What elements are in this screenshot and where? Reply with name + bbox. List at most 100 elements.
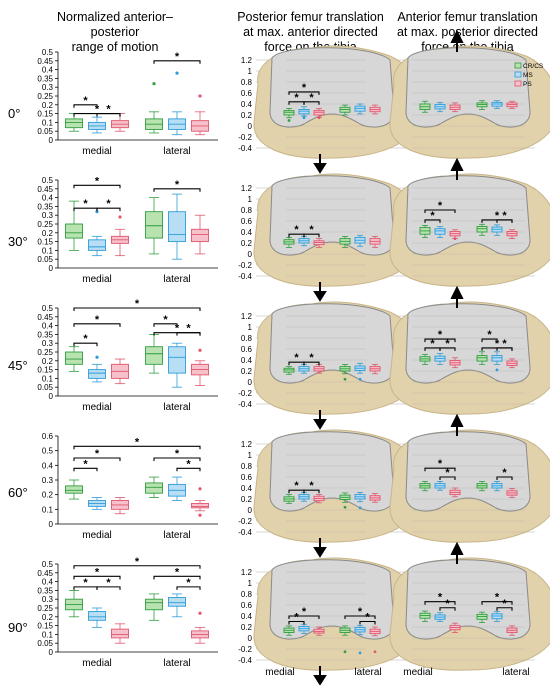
significance-bracket <box>153 332 201 336</box>
box-ps <box>111 358 129 385</box>
box-ms <box>434 612 446 622</box>
y-tick-label: 0.45 <box>37 569 53 578</box>
y-tick-label: 0 <box>49 264 54 273</box>
box-ps <box>369 493 381 503</box>
y-tick-label: 0 <box>49 136 54 145</box>
significance-star: * <box>106 104 111 116</box>
box <box>476 355 488 362</box>
box-cr/cs <box>419 224 431 238</box>
significance-star: * <box>83 95 88 107</box>
y-tick-label: 1.2 <box>241 56 253 65</box>
y-tick-label: 0.2 <box>42 491 54 500</box>
significance-bracket <box>153 188 201 192</box>
y-tick-label: 0.4 <box>42 322 54 331</box>
y-tick-label: 0.2 <box>241 367 253 376</box>
y-tick-label: 0.2 <box>42 357 54 366</box>
y-tick-label: 0 <box>248 506 253 515</box>
significance-star: * <box>487 329 492 341</box>
significance-bracket <box>344 615 376 619</box>
bottom-label-medial: medial <box>265 667 294 678</box>
box-ms <box>354 624 366 636</box>
legend-label: MS <box>523 72 533 79</box>
significance-bracket <box>96 586 121 590</box>
significance-star: * <box>135 556 140 568</box>
group-label-medial: medial <box>82 658 111 669</box>
group-label-lateral: lateral <box>163 146 190 157</box>
box-ps <box>191 626 209 644</box>
box-ms <box>88 116 106 134</box>
significance-star: * <box>106 198 111 210</box>
y-tick-label: 0.8 <box>241 462 253 471</box>
box-cr/cs <box>65 590 83 618</box>
outlier-point <box>302 116 306 120</box>
group-label-medial: medial <box>82 146 111 157</box>
force-arrow-down <box>313 538 327 558</box>
box-cr/cs <box>419 354 431 365</box>
significance-star: * <box>502 467 507 479</box>
y-tick-label: 0 <box>248 634 253 643</box>
y-tick-label: 1.2 <box>241 184 253 193</box>
box-ms <box>434 101 446 113</box>
outlier-point <box>198 513 202 517</box>
box-ps <box>449 102 461 113</box>
box-cr/cs <box>283 366 295 375</box>
box-ps <box>369 235 381 248</box>
box-cr/cs <box>65 200 83 251</box>
significance-star: * <box>502 210 507 222</box>
significance-star: * <box>495 210 500 222</box>
significance-bracket <box>153 457 201 461</box>
significance-star: * <box>438 329 443 341</box>
significance-star: * <box>309 480 314 492</box>
box-cr/cs <box>145 476 163 499</box>
significance-bracket <box>73 565 201 569</box>
significance-star: * <box>83 577 88 589</box>
box-cr/cs <box>476 100 488 110</box>
y-tick-label: 0.1 <box>42 630 54 639</box>
femur-condyles <box>269 431 395 512</box>
significance-bracket <box>176 586 201 590</box>
box-ps <box>506 488 518 498</box>
y-tick-label: 0.4 <box>241 228 253 237</box>
force-arrow-up <box>450 157 464 180</box>
significance-star: * <box>309 92 314 104</box>
y-tick-label: 0.35 <box>37 586 53 595</box>
legend-label: PS <box>523 81 532 88</box>
box-ms <box>491 480 503 492</box>
angle-label: 0° <box>8 106 21 121</box>
outlier-point <box>343 505 347 509</box>
box-ms <box>298 491 310 502</box>
y-tick-label: -0.2 <box>238 517 252 526</box>
significance-bracket <box>288 615 320 619</box>
y-tick-label: 0.45 <box>37 185 53 194</box>
y-tick-label: 0.2 <box>42 613 54 622</box>
y-tick-label: -0.2 <box>238 261 252 270</box>
y-tick-label: -0.4 <box>238 528 252 537</box>
significance-star: * <box>502 338 507 350</box>
box-cr/cs <box>283 237 295 248</box>
box-ps <box>191 214 209 255</box>
legend-swatch-ps <box>514 80 522 87</box>
significance-bracket <box>288 91 320 95</box>
significance-bracket <box>73 184 121 189</box>
femur-condyles <box>405 303 531 384</box>
box <box>88 369 106 379</box>
y-tick-label: 0.8 <box>241 334 253 343</box>
y-tick-label: 1.2 <box>241 312 253 321</box>
y-tick-label: 0.15 <box>37 366 53 375</box>
box <box>65 223 83 239</box>
y-tick-label: 0.1 <box>42 505 54 514</box>
significance-star: * <box>95 104 100 116</box>
box-cr/cs <box>283 108 295 119</box>
box-ms <box>354 234 366 247</box>
box-cr/cs <box>339 363 351 375</box>
y-tick-label: 0.25 <box>37 220 53 229</box>
box-cr/cs <box>339 492 351 503</box>
significance-star: * <box>175 323 180 335</box>
y-tick-label: 0.3 <box>42 476 54 485</box>
box-ps <box>449 357 461 369</box>
box-ps <box>111 623 129 644</box>
outlier-point <box>343 650 347 654</box>
significance-star: * <box>495 338 500 350</box>
significance-bracket <box>153 60 201 64</box>
